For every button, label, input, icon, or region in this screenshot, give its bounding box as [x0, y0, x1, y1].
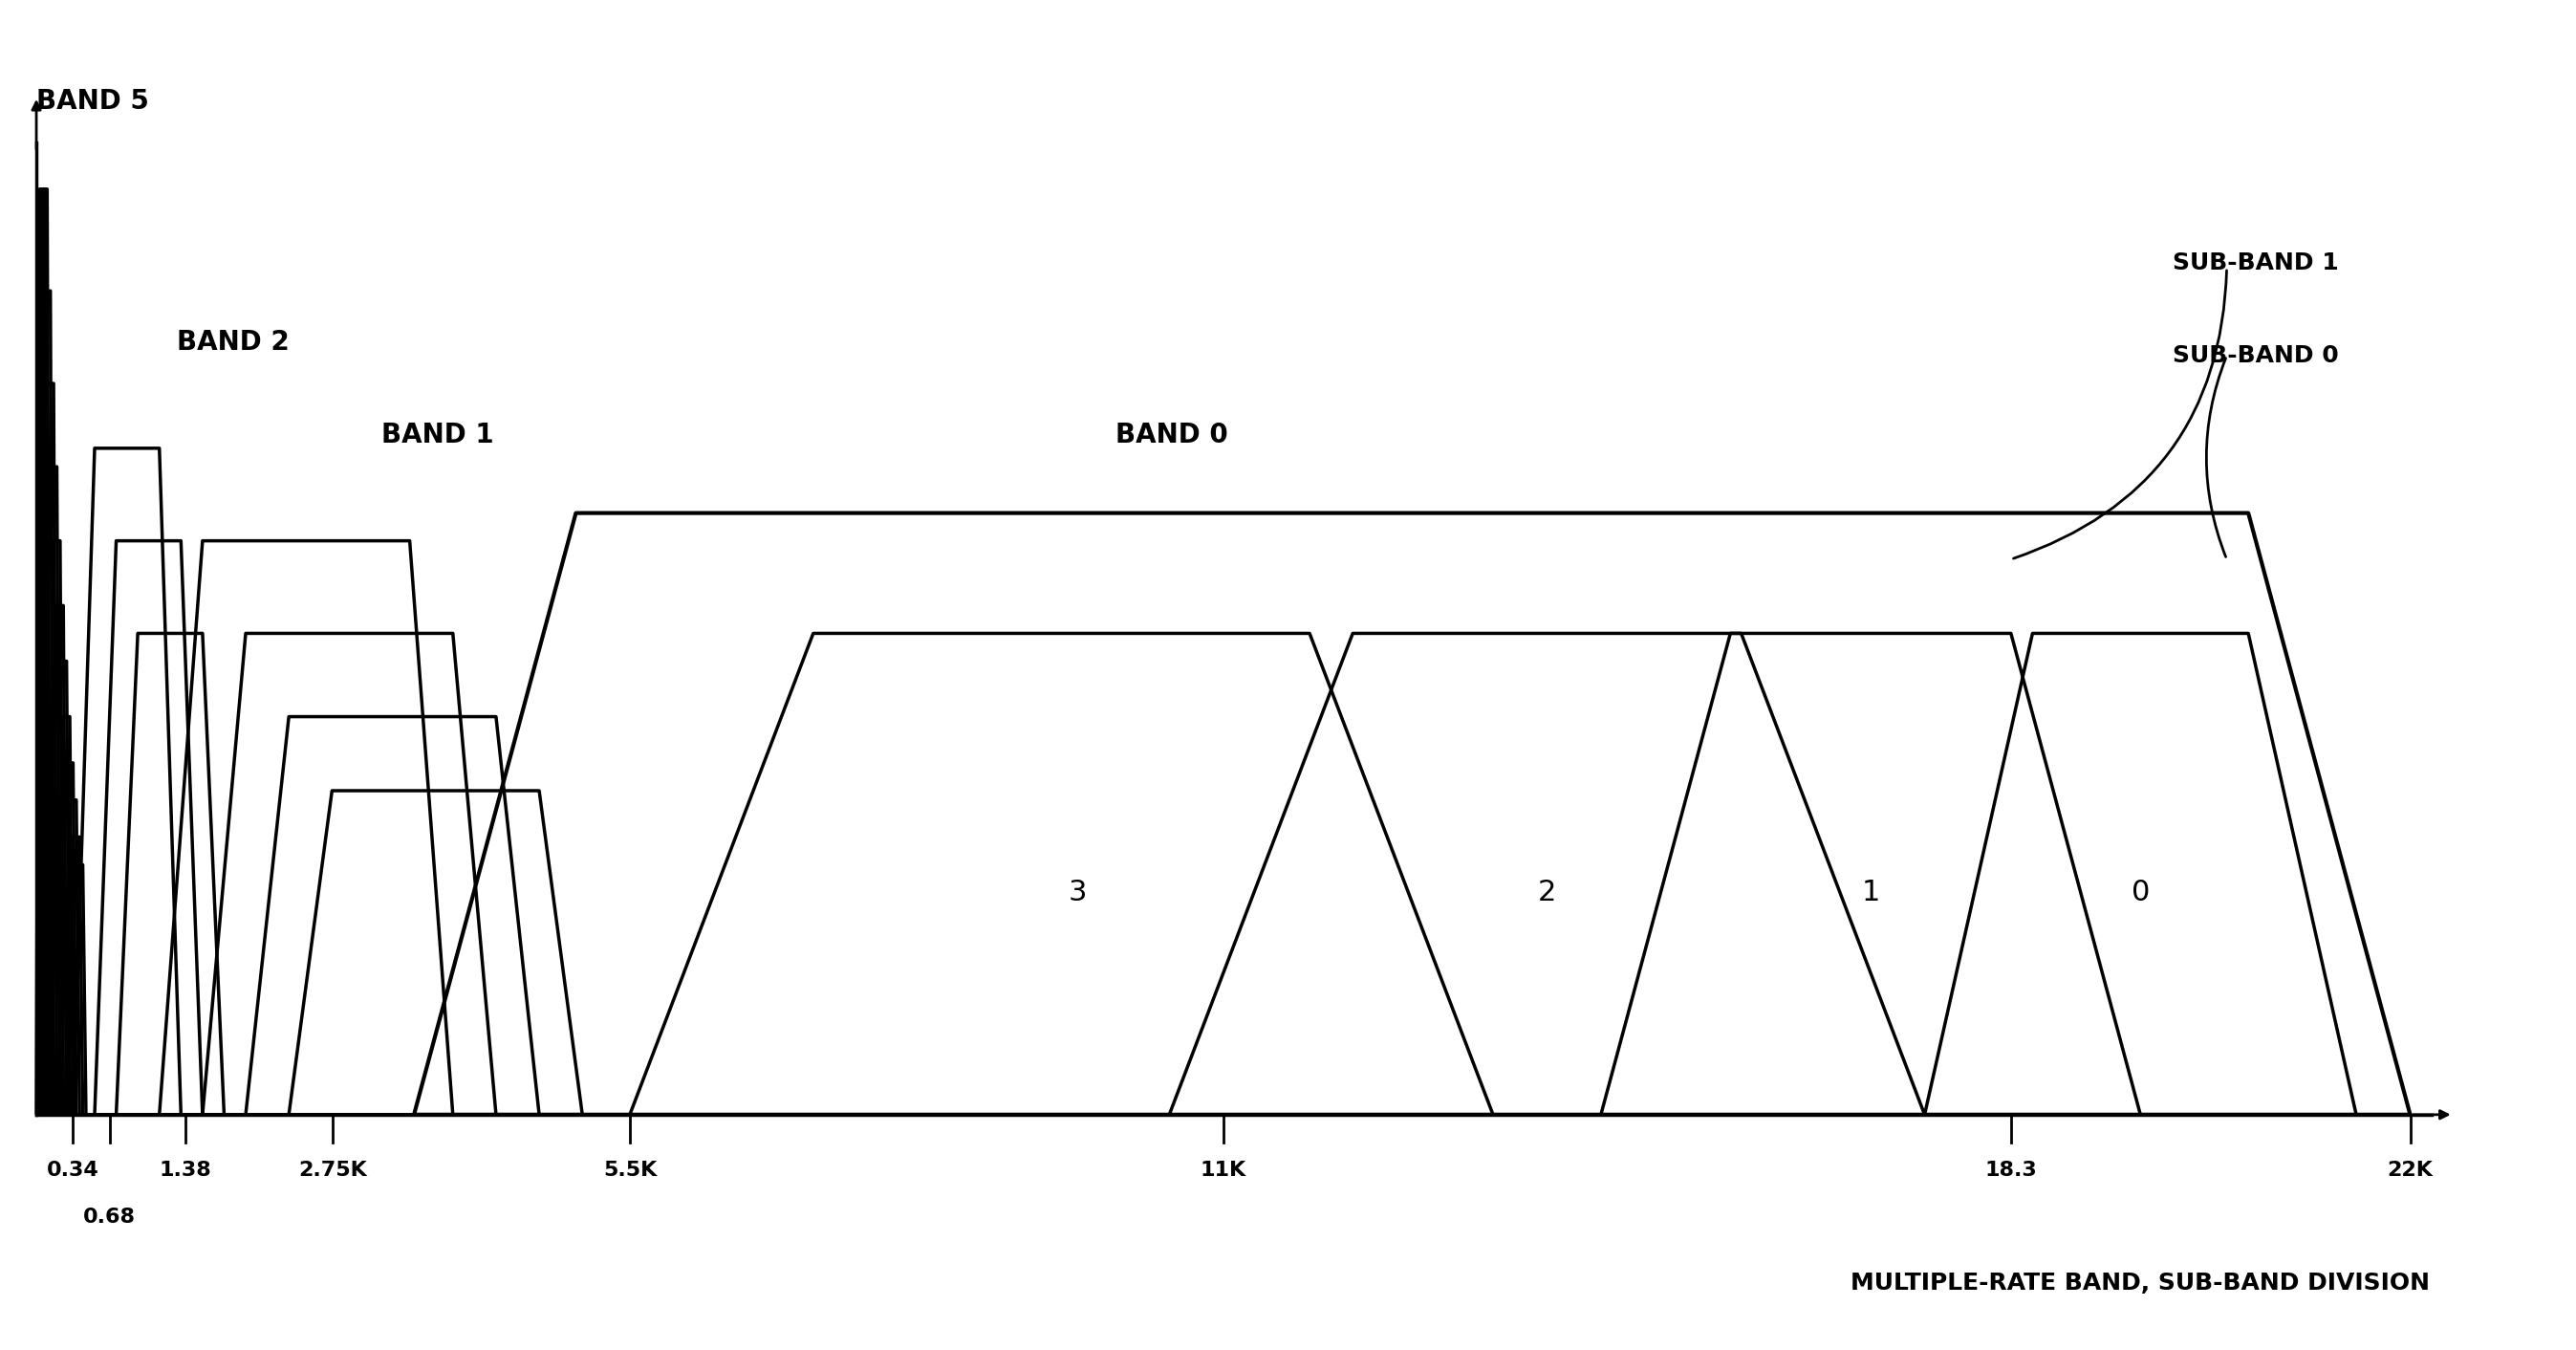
Text: 0.34: 0.34	[46, 1161, 100, 1180]
Text: SUB-BAND 0: SUB-BAND 0	[2172, 344, 2339, 367]
Text: 0.68: 0.68	[82, 1207, 137, 1226]
Text: 1: 1	[1862, 879, 1880, 906]
Text: BAND 5: BAND 5	[36, 88, 149, 115]
Text: BAND 1: BAND 1	[381, 421, 495, 448]
Text: 1.38: 1.38	[160, 1161, 211, 1180]
Text: 2: 2	[1538, 879, 1556, 906]
Text: SUB-BAND 1: SUB-BAND 1	[2172, 251, 2339, 274]
Text: 22K: 22K	[2388, 1161, 2434, 1180]
Text: MULTIPLE-RATE BAND, SUB-BAND DIVISION: MULTIPLE-RATE BAND, SUB-BAND DIVISION	[1850, 1272, 2429, 1295]
Polygon shape	[36, 189, 52, 1115]
Text: 3: 3	[1069, 879, 1087, 906]
Text: 2.75K: 2.75K	[299, 1161, 368, 1180]
Text: 5.5K: 5.5K	[603, 1161, 657, 1180]
Text: 18.3: 18.3	[1984, 1161, 2038, 1180]
Text: BAND 2: BAND 2	[178, 329, 289, 355]
Text: BAND 0: BAND 0	[1115, 421, 1229, 448]
Text: 11K: 11K	[1200, 1161, 1247, 1180]
Text: 0: 0	[2130, 879, 2151, 906]
